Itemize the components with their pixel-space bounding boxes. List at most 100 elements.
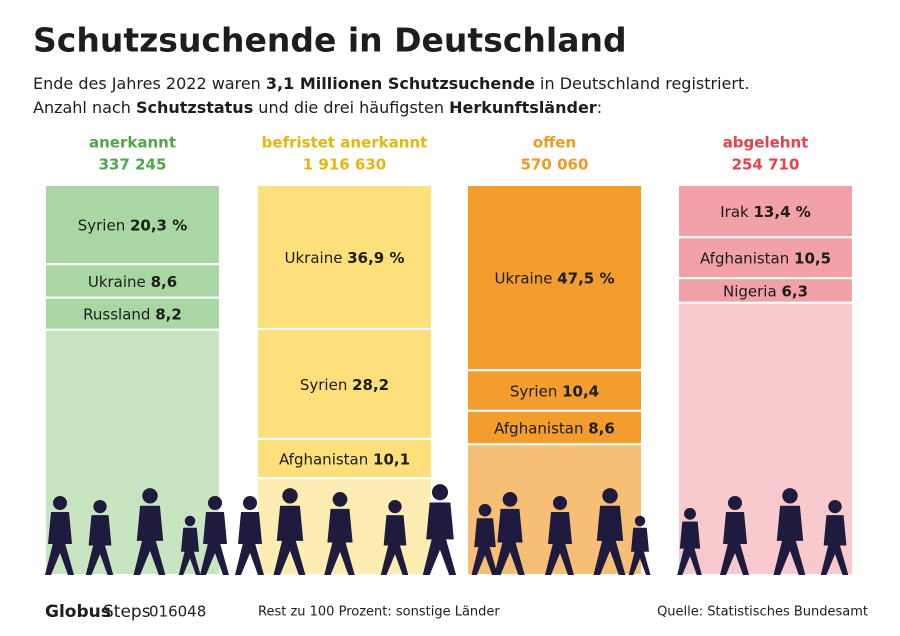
figure-legs <box>380 544 409 575</box>
figure-legs <box>85 544 114 575</box>
column-title: anerkannt <box>89 134 176 152</box>
segment <box>466 369 643 412</box>
figure-legs <box>45 543 74 575</box>
figure-head <box>602 488 618 504</box>
segment <box>256 327 433 440</box>
segment <box>677 236 854 280</box>
figure-head <box>634 515 646 527</box>
figure-legs <box>422 538 457 575</box>
figure-body <box>474 518 496 548</box>
segment <box>44 184 221 266</box>
country: Syrien <box>78 216 125 234</box>
chart-number: 016048 <box>149 603 206 621</box>
figure-legs <box>773 539 806 575</box>
subtitle-part: 3,1 Millionen Schutzsuchende <box>266 74 535 93</box>
figure-head <box>208 496 222 510</box>
figure-legs <box>273 539 306 575</box>
segment-label: Afghanistan 8,6 <box>494 419 615 437</box>
share: 6,3 <box>781 282 808 300</box>
country: Ukraine <box>88 272 146 290</box>
segment-label: Russland 8,2 <box>83 305 182 323</box>
segment-label: Syrien 10,4 <box>510 382 599 400</box>
figure-body <box>596 505 624 541</box>
figure-body <box>276 505 304 541</box>
figure-body <box>136 505 164 541</box>
share: 8,2 <box>155 305 182 323</box>
figure-legs <box>494 541 525 575</box>
figure-legs <box>133 539 166 575</box>
figure-body <box>238 512 262 544</box>
figure-head <box>53 496 67 510</box>
figure-legs <box>324 541 355 575</box>
segment-label: Syrien 20,3 % <box>78 216 188 234</box>
segment <box>466 409 643 446</box>
figure-legs <box>720 543 749 575</box>
share: 36,9 % <box>347 248 404 266</box>
share: 13,4 % <box>754 203 811 221</box>
figure-body <box>679 521 701 549</box>
subtitle-part: Anzahl nach <box>33 98 136 117</box>
segment <box>466 184 643 372</box>
subtitle-line: Anzahl nach Schutzstatus und die drei hä… <box>33 98 602 117</box>
segment-label: Ukraine 47,5 % <box>495 269 615 287</box>
figure-head <box>782 488 798 504</box>
figure-head <box>684 507 696 520</box>
figure-head <box>332 492 348 507</box>
country: Irak <box>720 203 749 221</box>
country: Ukraine <box>495 269 553 287</box>
figure-head <box>828 499 842 514</box>
subtitle-part: in Deutschland registriert. <box>535 74 749 93</box>
figure-head <box>728 496 742 510</box>
segment-label: Syrien 28,2 <box>300 375 389 393</box>
column-total: 1 916 630 <box>303 156 387 174</box>
subtitle-part: und die drei häufigsten <box>253 98 449 117</box>
column-total: 337 245 <box>99 156 167 174</box>
figure-body <box>327 508 353 543</box>
silhouettes <box>45 484 849 575</box>
country: Afghanistan <box>494 419 583 437</box>
country: Ukraine <box>285 248 343 266</box>
country: Syrien <box>510 382 557 400</box>
segment-label: Ukraine 8,6 <box>88 272 177 290</box>
country: Afghanistan <box>700 249 789 267</box>
country: Russland <box>83 305 150 323</box>
segment <box>256 184 433 330</box>
country: Afghanistan <box>279 450 368 468</box>
figure-body <box>548 512 572 544</box>
figure-head <box>553 496 567 510</box>
segment <box>677 184 854 239</box>
figure-legs <box>593 539 626 575</box>
column-title: abgelehnt <box>723 134 809 152</box>
segment-label: Afghanistan 10,1 <box>279 450 410 468</box>
segment <box>677 277 854 304</box>
column-title: offen <box>533 134 576 152</box>
share: 28,2 <box>352 375 389 393</box>
figure-body <box>181 527 199 552</box>
figure-legs <box>200 543 229 575</box>
rest <box>677 301 854 576</box>
share: 8,6 <box>588 419 615 437</box>
segment-label: Irak 13,4 % <box>720 203 811 221</box>
share: 10,5 <box>794 249 831 267</box>
figure-head <box>502 492 518 507</box>
figure-legs <box>677 547 702 575</box>
segment-label: Nigeria 6,3 <box>723 282 808 300</box>
figure-body <box>776 505 804 541</box>
segment <box>44 296 221 331</box>
note: Rest zu 100 Prozent: sonstige Länder <box>258 605 500 620</box>
figure-head <box>142 488 158 504</box>
figure-legs <box>178 551 201 575</box>
brand: Globus <box>45 602 111 622</box>
segment-label: Afghanistan 10,5 <box>700 249 831 267</box>
segment <box>256 437 433 480</box>
chart-title: Schutzsuchende in Deutschland <box>33 21 627 60</box>
figure-legs <box>545 543 574 575</box>
share: 8,6 <box>151 272 178 290</box>
share: 20,3 % <box>130 216 187 234</box>
figure-legs <box>628 551 651 575</box>
figure-head <box>388 499 402 514</box>
figure-body <box>631 527 649 552</box>
column-total: 570 060 <box>521 156 589 174</box>
figure-body <box>497 508 523 543</box>
